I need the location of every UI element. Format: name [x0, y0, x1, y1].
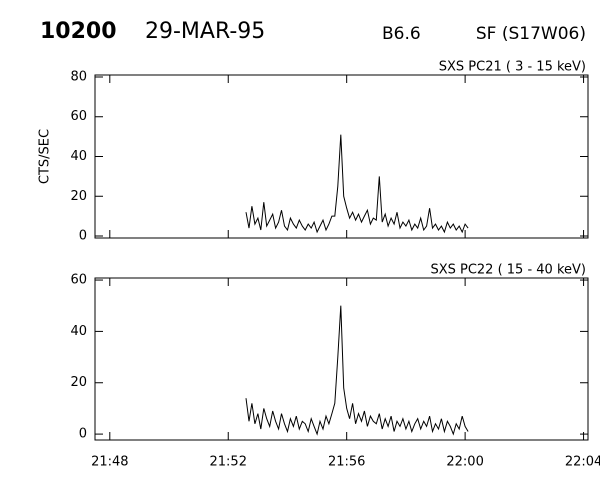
- x-tick-label: 22:00: [446, 455, 483, 470]
- goes-class: B6.6: [382, 24, 421, 44]
- y-tick-label: 0: [79, 229, 87, 244]
- panel-title: SXS PC22 ( 15 - 40 keV): [430, 263, 586, 278]
- y-axis-label: CTS/SEC: [38, 129, 53, 184]
- event-id: 10200: [40, 19, 117, 44]
- y-tick-label: 60: [70, 273, 87, 288]
- y-tick-label: 40: [70, 324, 87, 339]
- y-tick-label: 0: [79, 427, 87, 442]
- y-tick-label: 20: [70, 189, 87, 204]
- x-tick-label: 21:52: [210, 455, 247, 470]
- y-tick-label: 40: [70, 149, 87, 164]
- data-line: [245, 134, 469, 234]
- y-tick-label: 80: [70, 69, 87, 84]
- flare-info: SF (S17W06): [476, 24, 586, 44]
- panel-title: SXS PC21 ( 3 - 15 keV): [439, 60, 586, 75]
- x-tick-label: 21:48: [91, 455, 128, 470]
- event-date: 29-MAR-95: [145, 19, 265, 44]
- x-tick-label: 21:56: [328, 455, 365, 470]
- x-tick-label: 22:04: [565, 455, 600, 470]
- y-tick-label: 60: [70, 109, 87, 124]
- data-line: [245, 305, 469, 436]
- plot-frame: [94, 277, 589, 441]
- y-tick-label: 20: [70, 375, 87, 390]
